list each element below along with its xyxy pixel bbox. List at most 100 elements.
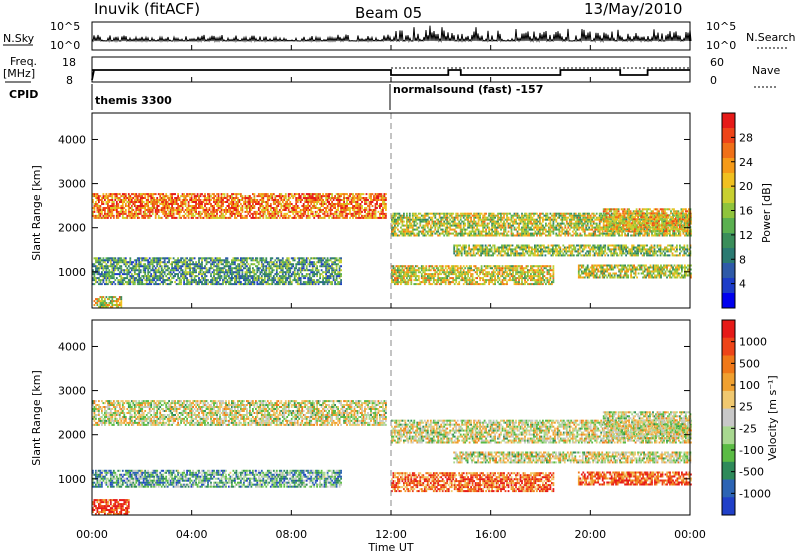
power-cell [370,216,372,219]
power-cell [314,205,317,207]
power-cell [338,199,341,201]
power-cell [269,216,272,219]
power-cell [323,216,326,219]
power-cell [317,214,320,217]
power-cell [213,214,215,217]
power-cell [96,302,99,304]
power-cell [257,193,260,196]
power-cell [133,259,136,262]
power-cell [127,205,130,207]
power-cell [377,205,380,207]
power-cell [160,203,163,205]
power-cell [160,207,163,209]
power-cell [314,207,317,209]
power-cell [231,207,233,209]
power-cell [180,201,182,203]
power-cell [232,273,235,276]
power-cell [210,212,212,215]
power-cell [344,197,347,199]
power-cell [219,197,221,199]
power-cell [117,205,120,207]
power-cell [257,263,260,266]
power-cell [459,222,462,225]
power-cell [165,212,168,215]
power-cell [121,214,124,217]
power-cell [202,210,205,213]
power-cell [93,209,96,211]
power-cell [133,263,136,266]
power-cell [141,281,144,284]
power-cell [256,210,259,213]
power-cell [166,201,169,203]
power-cell [169,193,172,196]
power-cell [105,283,108,286]
power-cell [204,277,206,280]
power-cell [98,283,100,286]
power-cell [207,199,209,201]
power-cell [201,201,203,203]
power-cell [141,201,144,203]
power-cell [431,232,434,235]
power-cell [308,201,311,203]
power-cell [337,199,339,201]
power-cell [304,201,307,203]
power-cell [274,199,277,201]
power-cell [104,283,106,286]
power-cell [127,271,130,274]
power-cell [222,201,224,203]
power-cell [316,210,318,213]
power-cell [208,209,211,211]
power-cell [104,275,106,278]
power-cell [408,214,411,217]
power-cell [283,214,286,217]
power-cell [157,275,160,278]
power-cell [256,257,259,260]
power-cell [450,214,453,217]
power-cell [207,203,209,205]
power-cell [150,203,153,205]
power-cell [105,201,108,203]
power-cell [107,212,109,215]
power-cell [281,279,284,282]
power-cell [124,193,127,196]
power-cell [120,298,123,301]
power-cell [338,271,341,274]
power-cell [376,201,378,203]
power-cell [147,263,150,266]
power-cell [147,207,150,209]
power-cell [129,214,132,217]
power-cell [148,193,151,196]
power-cell [130,210,133,213]
power-cell [485,212,487,215]
power-cell [147,193,150,196]
power-cell [163,261,166,264]
power-cell [275,199,278,201]
power-cell [123,195,126,198]
power-cell [114,199,117,201]
power-cell [350,193,353,196]
power-cell [331,209,333,211]
power-cell [304,209,307,211]
power-cell [316,203,318,205]
power-cell [177,209,179,211]
power-cell [355,212,357,215]
power-cell [160,267,163,270]
power-cell [111,207,114,209]
power-cell [244,267,247,270]
power-cell [187,279,190,282]
power-cell [534,230,537,233]
power-cell [253,193,256,196]
power-cell [447,234,450,237]
power-cell [169,199,172,201]
power-cell [313,201,316,203]
power-cell [154,207,157,209]
power-cell [278,197,281,199]
power-cell [115,210,118,213]
power-cell [423,228,426,231]
power-cell [500,214,502,217]
power-cell [272,203,275,205]
power-cell [144,259,147,262]
power-cell [213,199,215,201]
power-cell [319,277,321,280]
power-cell [160,273,163,276]
